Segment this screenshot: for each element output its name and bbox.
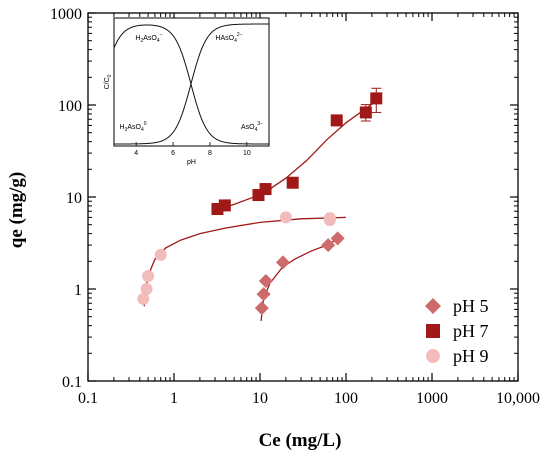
inset-species-label-part: 3− [257, 121, 263, 127]
y-tick-label: 1000 [50, 6, 82, 23]
y-tick-label: 0.1 [62, 374, 82, 391]
data-point-square [259, 183, 272, 196]
inset-species-label-part: 3 [125, 127, 128, 133]
data-point-square [330, 114, 343, 127]
x-tick-label: 1000 [416, 390, 448, 407]
data-point-circle [323, 214, 336, 227]
legend-marker [425, 298, 441, 314]
inset-species-label: AsO43− [241, 121, 263, 133]
inset-species-label: H3AsO40 [119, 121, 146, 133]
inset-species-curve [113, 24, 269, 145]
legend-label: pH 9 [453, 346, 489, 366]
y-tick-label: 10 [66, 190, 82, 207]
inset-species-label-part: 2 [140, 38, 143, 44]
legend: pH 5 pH 7 pH 9 [425, 296, 489, 366]
data-point-square [359, 106, 372, 119]
x-tick-label: 10,000 [496, 390, 540, 407]
x-axis-title: Ce (mg/L) [259, 430, 342, 451]
data-point-diamond [258, 274, 273, 289]
inset-species-label-part: − [160, 32, 163, 38]
x-tick-label: 1 [170, 390, 178, 407]
inset-species-label-part: AsO [143, 35, 157, 42]
inset-x-tick-label: 6 [171, 150, 175, 157]
data-point-circle [137, 292, 150, 305]
data-point-circle [142, 270, 155, 283]
fit-curve [214, 99, 378, 211]
data-point-diamond [256, 287, 271, 302]
x-tick-label: 10 [252, 390, 268, 407]
inset-species-label-part: 4 [157, 38, 160, 44]
inset-species-label-part: 2− [237, 32, 243, 38]
data-point-circle [140, 283, 153, 295]
inset-species-label-part: H [119, 124, 124, 131]
inset-species-label-part: HAsO [215, 35, 234, 42]
inset-species-label-part: 4 [255, 127, 258, 133]
inset-x-tick-label: 8 [208, 150, 212, 157]
inset-x-tick-label: 10 [243, 150, 251, 157]
x-tick-label: 100 [334, 390, 358, 407]
x-tick-label: 0.1 [78, 390, 98, 407]
data-point-square [370, 92, 383, 105]
inset-x-tick-label: 4 [134, 150, 138, 157]
inset-species-label-part: AsO [241, 124, 255, 131]
inset-species-label-part: 4 [141, 127, 144, 133]
inset-species-label-part: 4 [234, 38, 237, 44]
inset-y-axis-subscript: 0 [107, 74, 113, 77]
inset-species-label-part: H [135, 35, 140, 42]
data-point-square [286, 176, 299, 189]
y-tick-label: 1 [74, 282, 82, 299]
data-point-diamond [275, 255, 290, 270]
y-tick-label: 100 [58, 98, 82, 115]
data-point-square [218, 199, 231, 212]
data-point-diamond [330, 231, 345, 246]
legend-marker [426, 349, 440, 363]
data-point-circle [154, 248, 167, 261]
legend-marker [426, 324, 440, 338]
legend-label: pH 7 [453, 321, 489, 341]
inset-species-label: HAsO42− [215, 32, 242, 44]
y-axis-title: qe (mg/g) [6, 172, 27, 249]
data-point-diamond [254, 301, 269, 316]
inset-species-label-part: 0 [144, 121, 147, 127]
inset-species-label-part: AsO [127, 124, 141, 131]
inset-species-curve [114, 23, 269, 145]
fit-curve [143, 216, 347, 307]
inset-species-label: H2AsO4− [135, 32, 162, 44]
inset-x-axis-title: pH [187, 159, 196, 166]
data-point-circle [279, 211, 292, 224]
legend-label: pH 5 [453, 296, 489, 316]
data-point-diamond [321, 238, 336, 253]
inset-y-axis-title: C/C0 [104, 74, 113, 89]
